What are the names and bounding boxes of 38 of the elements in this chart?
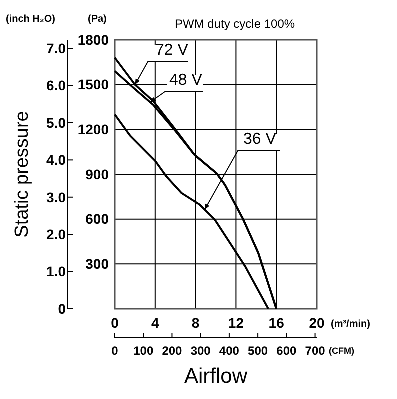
x2-tick-label: 600 [276,344,298,358]
y-tick-label: 1200 [78,122,110,138]
x2-tick-label: 700 [305,344,326,358]
series-label: 72 V [156,42,189,59]
y2-tick-label: 0 [58,300,66,317]
text: 36 V [244,131,277,148]
x-tick-label: 0 [111,315,120,331]
legend-label: 48 V [170,72,203,89]
y2-tick-label: 3.0 [46,189,66,206]
y2-axis-title: (inch H₂O) [6,14,56,25]
y2-tick-label: 1.0 [46,264,66,280]
y-tick-label: 300 [86,256,110,272]
y2-tick-label: 7.0 [46,40,66,56]
y-tick-label: 1500 [78,76,110,93]
x-tick-label: 8 [192,315,200,331]
y2-tick-label: 2.0 [46,226,66,242]
x2-axis-title: (CFM) [329,346,354,356]
chart-title: PWM duty cycle 100% [175,17,296,31]
x2-tick-label: 500 [248,344,268,358]
x2-tick-label: 100 [134,344,154,358]
x2-tick-label: 0 [112,344,119,358]
y-tick-label: 1800 [78,32,110,48]
x-tick-label: 12 [228,315,244,331]
x2-tick-label: 300 [190,344,212,358]
y2-tick-label: 6.0 [46,78,66,94]
x-tick-label: 20 [309,315,325,331]
x-tick-label: 16 [268,315,285,331]
text: Static pressure [12,111,33,238]
x2-tick-label: 400 [219,344,240,358]
y-tick-label: 600 [86,211,110,228]
x2-tick-label: 200 [162,344,183,358]
x-tick-label: 4 [152,315,160,331]
y-tick-label: 900 [86,166,110,182]
y-axis-title: (Pa) [88,14,107,25]
text: Airflow [184,365,248,388]
x-axis-title: (m³/min) [331,319,370,330]
y2-tick-label: 5.0 [46,114,66,131]
y2-tick-label: 4.0 [46,152,66,168]
